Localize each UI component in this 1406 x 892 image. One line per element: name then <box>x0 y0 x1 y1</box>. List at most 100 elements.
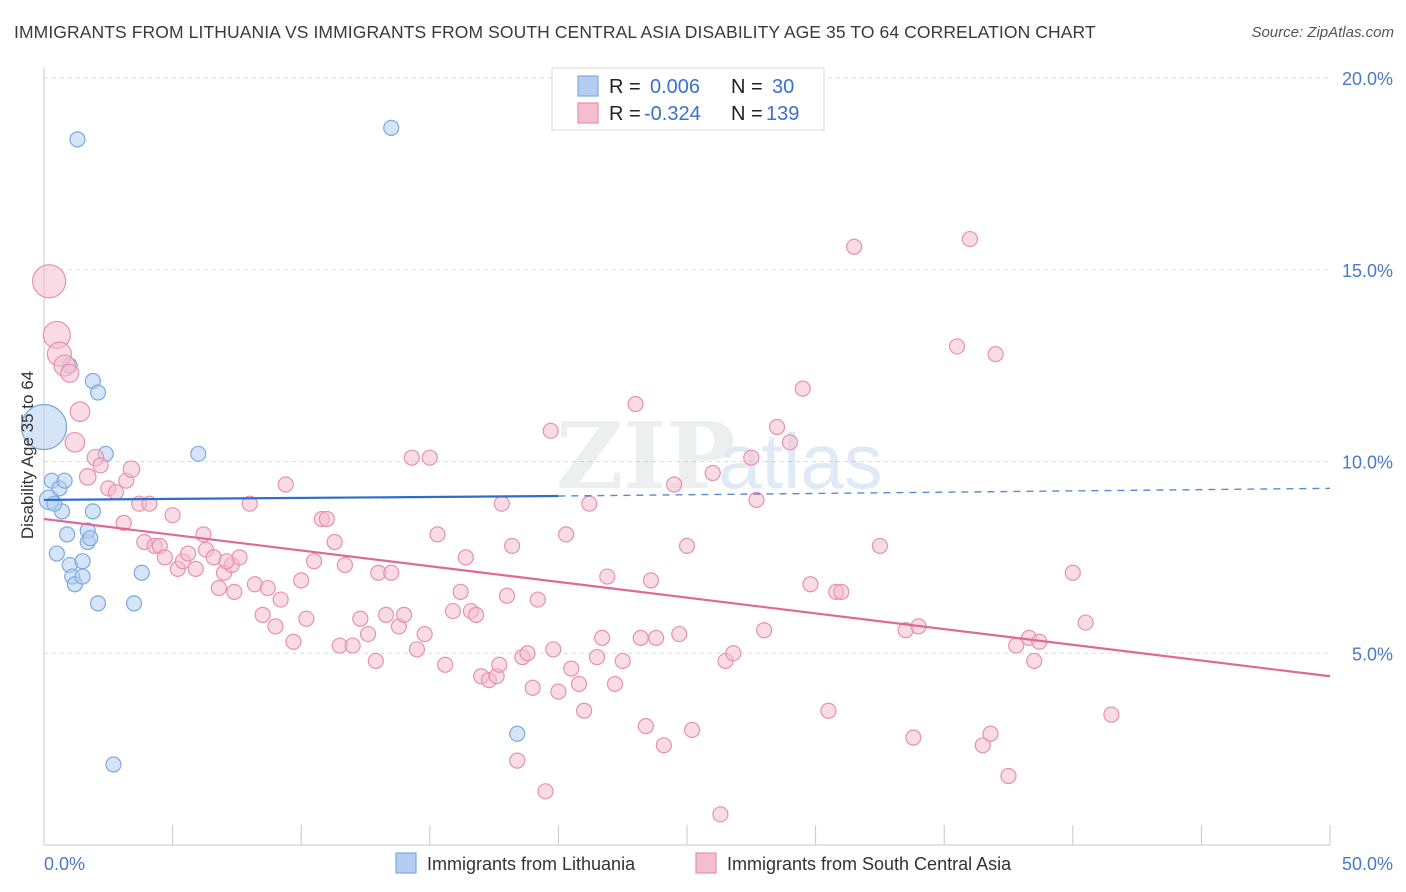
point-south-central-asia <box>421 449 438 466</box>
point-lithuania <box>190 445 207 462</box>
point-south-central-asia <box>794 380 811 397</box>
legend-n-value-2: 139 <box>766 103 799 125</box>
point-south-central-asia <box>367 652 384 670</box>
point-south-central-asia <box>241 495 258 512</box>
point-south-central-asia <box>594 629 611 647</box>
point-south-central-asia <box>684 721 701 739</box>
point-south-central-asia <box>637 718 654 735</box>
x-tick-label-min: 0.0% <box>44 854 85 874</box>
point-south-central-asia <box>259 579 276 597</box>
point-south-central-asia <box>627 395 644 413</box>
point-south-central-asia <box>655 737 672 754</box>
point-south-central-asia <box>416 625 433 643</box>
point-south-central-asia <box>60 363 80 383</box>
point-south-central-asia <box>519 645 536 662</box>
point-south-central-asia <box>871 537 889 554</box>
point-south-central-asia <box>359 625 377 643</box>
point-south-central-asia <box>210 579 227 597</box>
legend-n-label-1: N = <box>731 76 763 98</box>
trend-line-south-central-asia <box>43 517 1331 678</box>
point-south-central-asia <box>504 537 521 554</box>
point-south-central-asia <box>429 526 446 543</box>
point-south-central-asia <box>545 641 562 658</box>
point-south-central-asia <box>444 602 462 620</box>
point-south-central-asia <box>961 230 979 248</box>
point-south-central-asia <box>725 645 742 662</box>
point-south-central-asia <box>982 725 999 742</box>
trend-line-lithuania-extended <box>558 487 1331 497</box>
point-south-central-asia <box>529 591 546 608</box>
point-lithuania <box>48 545 65 562</box>
y-tick-label: 5.0% <box>1352 644 1393 664</box>
point-south-central-asia <box>408 641 426 658</box>
point-south-central-asia <box>69 401 91 422</box>
point-south-central-asia <box>457 549 474 566</box>
point-south-central-asia <box>948 338 966 355</box>
axes <box>43 68 1331 846</box>
point-south-central-asia <box>377 606 395 624</box>
point-south-central-asia <box>756 622 773 639</box>
point-lithuania <box>89 384 107 401</box>
trend-line-lithuania <box>43 494 559 501</box>
series-legend: Immigrants from Lithuania Immigrants fro… <box>395 852 1012 874</box>
point-south-central-asia <box>336 556 354 574</box>
point-south-central-asia <box>383 564 400 581</box>
point-south-central-asia <box>1026 652 1043 670</box>
legend-swatch-south-central-asia <box>577 102 599 124</box>
point-south-central-asia <box>32 264 67 299</box>
legend-r-value-1: 0.006 <box>650 76 700 98</box>
point-south-central-asia <box>491 656 508 673</box>
legend-r-label-2: R = <box>609 103 641 125</box>
point-south-central-asia <box>614 652 631 670</box>
point-south-central-asia <box>318 510 336 528</box>
point-south-central-asia <box>179 545 197 562</box>
point-south-central-asia <box>326 533 343 551</box>
source-label: Source: ZipAtlas.com <box>1251 24 1394 41</box>
point-south-central-asia <box>748 491 765 508</box>
point-south-central-asia <box>642 572 660 589</box>
point-south-central-asia <box>802 576 819 593</box>
point-south-central-asia <box>452 583 469 600</box>
point-south-central-asia <box>974 737 991 754</box>
y-axis-title: Disability Age 35 to 64 <box>18 371 37 539</box>
legend-n-label-2: N = <box>731 103 763 125</box>
point-south-central-asia <box>285 633 302 650</box>
point-south-central-asia <box>1000 767 1017 785</box>
point-south-central-asia <box>254 606 271 624</box>
point-lithuania <box>74 568 91 585</box>
point-lithuania <box>89 595 107 612</box>
point-south-central-asia <box>563 660 580 677</box>
point-south-central-asia <box>550 683 567 700</box>
point-south-central-asia <box>905 729 922 746</box>
correlation-legend: R = 0.006 N = 30 R = -0.324 N = 139 <box>551 67 825 131</box>
point-south-central-asia <box>164 507 181 524</box>
point-south-central-asia <box>704 464 721 482</box>
point-south-central-asia <box>1103 706 1120 723</box>
point-south-central-asia <box>403 449 420 466</box>
point-south-central-asia <box>1077 614 1094 631</box>
point-lithuania <box>84 503 101 520</box>
point-lithuania <box>20 403 68 451</box>
point-south-central-asia <box>156 549 173 566</box>
point-south-central-asia <box>272 591 289 608</box>
watermark-zip: ZIP <box>556 402 735 510</box>
point-south-central-asia <box>344 637 361 654</box>
point-south-central-asia <box>352 610 369 627</box>
point-south-central-asia <box>666 476 683 493</box>
series-label-lithuania: Immigrants from Lithuania <box>427 854 636 874</box>
point-lithuania <box>59 526 76 543</box>
point-south-central-asia <box>542 422 559 439</box>
point-south-central-asia <box>846 238 863 255</box>
point-lithuania <box>56 472 73 489</box>
legend-r-label-1: R = <box>609 76 641 98</box>
point-south-central-asia <box>509 752 526 769</box>
point-lithuania <box>69 131 86 148</box>
legend-n-value-1: 30 <box>772 76 794 98</box>
point-lithuania <box>105 756 122 773</box>
point-south-central-asia <box>122 460 141 479</box>
point-lithuania <box>509 725 526 742</box>
point-south-central-asia <box>781 434 798 451</box>
point-south-central-asia <box>743 449 760 466</box>
point-south-central-asia <box>64 431 86 453</box>
